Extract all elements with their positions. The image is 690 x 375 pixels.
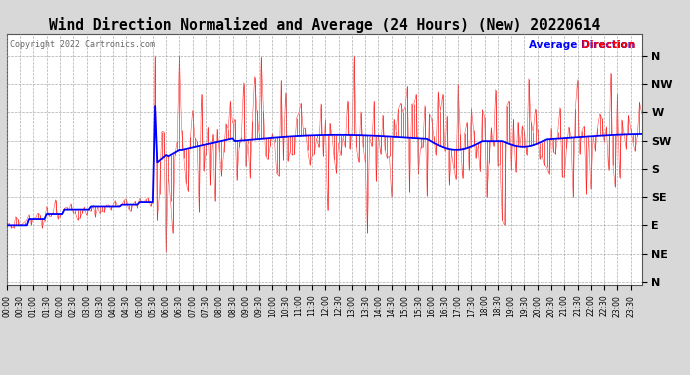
Text: Copyright 2022 Cartronics.com: Copyright 2022 Cartronics.com xyxy=(10,40,155,49)
Title: Wind Direction Normalized and Average (24 Hours) (New) 20220614: Wind Direction Normalized and Average (2… xyxy=(49,16,600,33)
Text: Average Direction: Average Direction xyxy=(529,40,635,50)
Text: Direction: Direction xyxy=(527,40,635,50)
